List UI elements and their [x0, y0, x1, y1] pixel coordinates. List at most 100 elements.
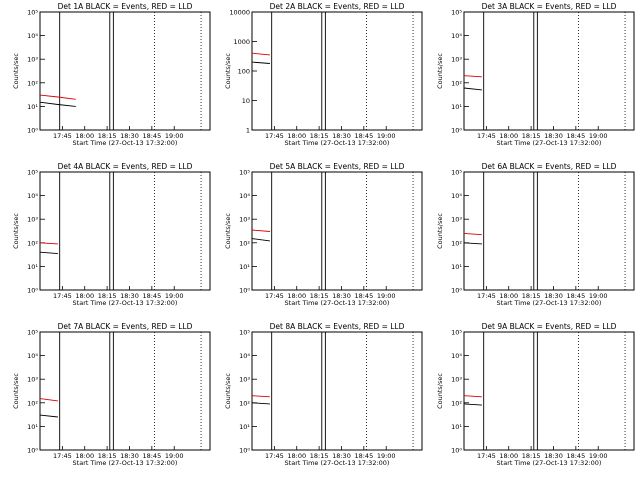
y-tick-label: 1: [246, 127, 250, 135]
y-tick-label: 10⁵: [239, 169, 250, 177]
y-tick-label: 10⁵: [27, 169, 38, 177]
y-tick-label: 10³: [27, 56, 38, 64]
x-tick-label: 19:00: [165, 132, 184, 140]
y-axis-label: Counts/sec: [436, 373, 444, 409]
x-tick-label: 18:45: [142, 292, 161, 300]
y-tick-label: 10¹: [239, 423, 250, 431]
x-tick-label: 19:00: [377, 292, 396, 300]
plot-frame: [251, 11, 423, 131]
x-tick-label: 17:45: [265, 452, 284, 460]
y-tick-label: 10³: [451, 216, 462, 224]
panel-6: Det 6A BLACK = Events, RED = LLD Counts/s…: [436, 162, 635, 307]
x-tick-label: 18:00: [287, 452, 306, 460]
x-axis-label: Start Time (27-Oct-13 17:32:00): [497, 139, 602, 147]
series-events-line: [463, 403, 482, 406]
x-tick-label: 17:45: [477, 132, 496, 140]
x-tick-label: 19:00: [589, 452, 608, 460]
series-lld-line: [39, 242, 58, 245]
y-tick-label: 10²: [451, 239, 462, 247]
panel-8: Det 8A BLACK = Events, RED = LLD Counts/s…: [224, 322, 423, 467]
x-tick-label: 18:45: [354, 452, 373, 460]
y-tick-label: 10²: [27, 239, 38, 247]
x-tick-label: 19:00: [165, 452, 184, 460]
y-tick-label: 10⁵: [27, 9, 38, 17]
plot-frame: [463, 331, 635, 451]
y-axis-label: Counts/sec: [12, 53, 20, 89]
x-tick-label: 17:45: [53, 132, 72, 140]
panel-title: Det 5A BLACK = Events, RED = LLD: [270, 162, 405, 171]
y-tick-label: 10²: [451, 399, 462, 407]
x-tick-label: 18:15: [98, 292, 117, 300]
x-axis-label: Start Time (27-Oct-13 17:32:00): [285, 299, 390, 307]
y-tick-label: 10¹: [27, 423, 38, 431]
y-tick-label: 1000: [233, 38, 250, 46]
y-axis-label: Counts/sec: [12, 213, 20, 249]
x-tick-label: 18:45: [142, 452, 161, 460]
y-tick-label: 10³: [451, 376, 462, 384]
panel-title: Det 8A BLACK = Events, RED = LLD: [270, 322, 405, 331]
y-tick-label: 10⁰: [27, 447, 38, 455]
series-events-line: [463, 87, 482, 91]
x-axis-label: Start Time (27-Oct-13 17:32:00): [73, 299, 178, 307]
x-tick-label: 17:45: [53, 292, 72, 300]
y-tick-label: 10¹: [27, 103, 38, 111]
y-tick-label: 10⁴: [27, 192, 38, 200]
y-tick-label: 10000: [229, 9, 250, 17]
panel-title: Det 2A BLACK = Events, RED = LLD: [270, 2, 405, 11]
x-tick-label: 18:30: [544, 452, 563, 460]
x-tick-label: 18:15: [522, 132, 541, 140]
series-events-line: [251, 61, 270, 64]
plot-frame: [39, 331, 211, 451]
series-events-line: [463, 242, 482, 245]
y-axis-label: Counts/sec: [224, 373, 232, 409]
y-tick-label: 10⁰: [239, 287, 250, 295]
y-tick-label: 10⁴: [451, 32, 462, 40]
plot-frame: [251, 171, 423, 291]
x-tick-label: 18:30: [120, 292, 139, 300]
y-tick-label: 10⁰: [27, 287, 38, 295]
y-tick-label: 10⁴: [239, 192, 250, 200]
x-tick-label: 18:45: [566, 292, 585, 300]
y-tick-label: 10⁵: [451, 169, 462, 177]
x-tick-label: 19:00: [377, 452, 396, 460]
x-tick-label: 17:45: [477, 452, 496, 460]
panel-4: Det 4A BLACK = Events, RED = LLD Counts/s…: [12, 162, 211, 307]
x-tick-label: 18:45: [566, 132, 585, 140]
x-tick-label: 18:30: [332, 452, 351, 460]
panel-title: Det 9A BLACK = Events, RED = LLD: [482, 322, 617, 331]
x-tick-label: 19:00: [377, 132, 396, 140]
series-lld-line: [251, 229, 270, 232]
y-tick-label: 10⁵: [239, 329, 250, 337]
y-tick-label: 10⁵: [451, 329, 462, 337]
panel-title: Det 4A BLACK = Events, RED = LLD: [58, 162, 193, 171]
y-tick-label: 10³: [451, 56, 462, 64]
x-tick-label: 18:30: [544, 292, 563, 300]
y-tick-label: 10¹: [451, 423, 462, 431]
x-tick-label: 18:00: [499, 132, 518, 140]
y-axis-label: Counts/sec: [224, 53, 232, 89]
panel-title: Det 7A BLACK = Events, RED = LLD: [58, 322, 193, 331]
y-tick-label: 10²: [451, 79, 462, 87]
y-tick-label: 10⁴: [451, 192, 462, 200]
series-lld-line: [463, 395, 482, 398]
y-tick-label: 10: [242, 97, 250, 105]
y-axis-label: Counts/sec: [224, 213, 232, 249]
series-events-line: [39, 251, 58, 255]
x-tick-label: 18:45: [142, 132, 161, 140]
x-tick-label: 18:15: [522, 292, 541, 300]
x-axis-label: Start Time (27-Oct-13 17:32:00): [285, 459, 390, 467]
y-tick-label: 10⁵: [451, 9, 462, 17]
x-tick-label: 18:45: [354, 132, 373, 140]
panel-3: Det 3A BLACK = Events, RED = LLD Counts/s…: [436, 2, 635, 147]
series-events-line: [251, 238, 270, 242]
y-tick-label: 10⁴: [451, 352, 462, 360]
series-lld-line: [39, 94, 76, 100]
x-tick-label: 18:15: [310, 452, 329, 460]
x-tick-label: 18:15: [98, 132, 117, 140]
x-tick-label: 18:45: [354, 292, 373, 300]
x-tick-label: 18:30: [120, 452, 139, 460]
plot-frame: [39, 11, 211, 131]
y-tick-label: 10⁴: [27, 352, 38, 360]
x-tick-label: 18:30: [120, 132, 139, 140]
